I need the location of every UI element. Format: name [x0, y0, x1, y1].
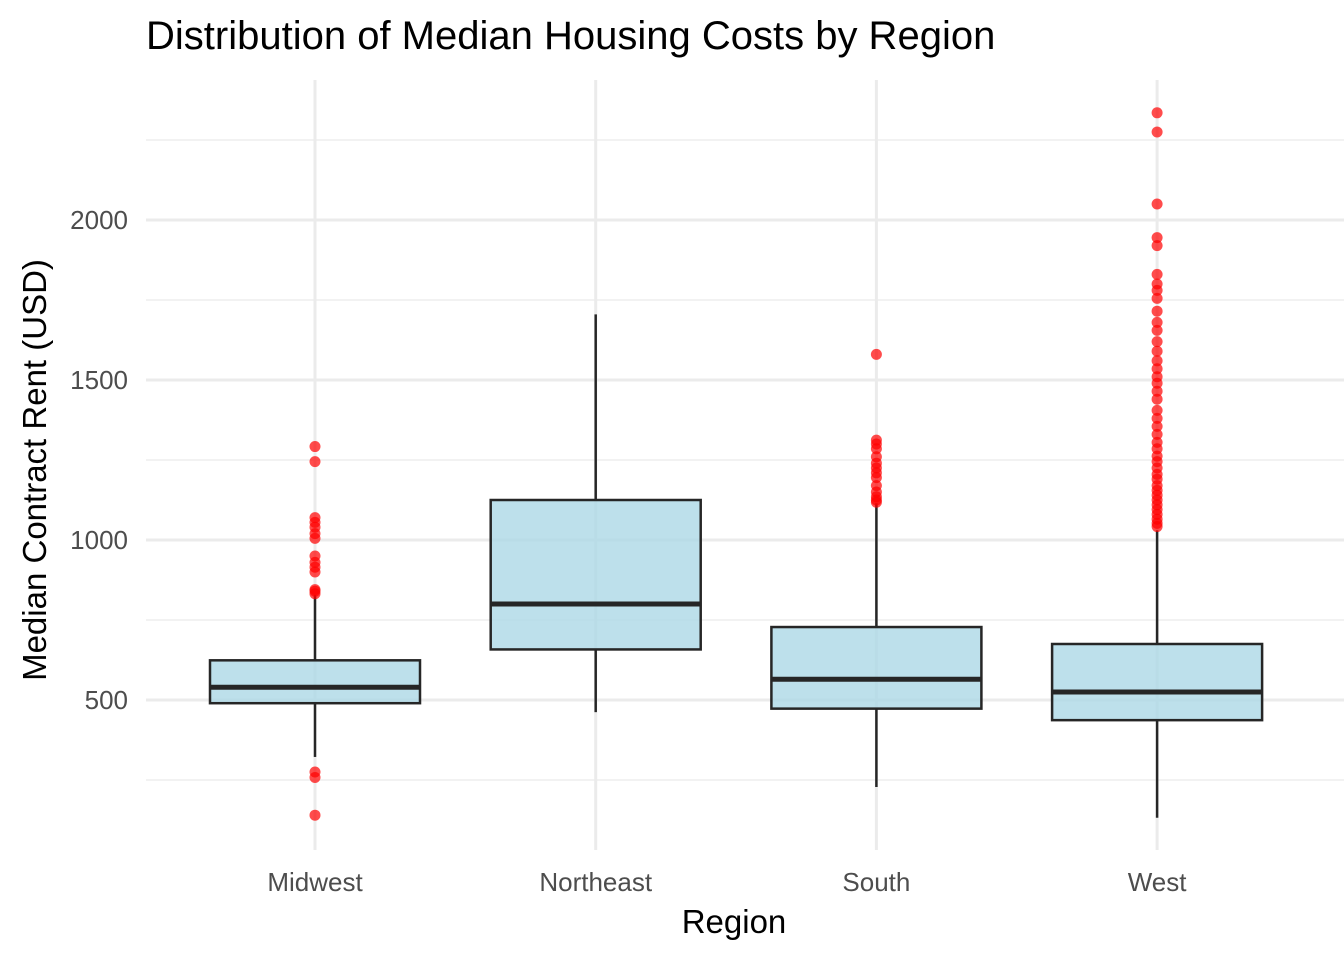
outlier-point [870, 348, 882, 360]
x-tick-label: West [1128, 867, 1188, 897]
x-axis-title: Region [682, 903, 787, 940]
outlier-point [1151, 393, 1163, 405]
outlier-point [1151, 521, 1163, 533]
outlier-point [1151, 377, 1163, 389]
box-iqr [208, 659, 422, 705]
outlier-point [1151, 385, 1163, 397]
chart-title: Distribution of Median Housing Costs by … [146, 14, 996, 58]
outlier-point [1151, 345, 1163, 357]
outlier-point [309, 809, 321, 821]
outlier-point [1151, 324, 1163, 336]
grid-lines [146, 80, 1344, 850]
x-tick-label: Midwest [267, 867, 363, 897]
outlier-point [870, 472, 882, 484]
y-axis-title: Median Contract Rent (USD) [16, 259, 53, 681]
box-northeast [489, 314, 702, 713]
y-tick-label: 500 [85, 685, 128, 715]
outlier-point [1151, 305, 1163, 317]
y-tick-label: 2000 [70, 205, 128, 235]
box-iqr [770, 625, 983, 710]
box-south [770, 503, 983, 788]
box-series [208, 314, 1264, 818]
outlier-point [1151, 355, 1163, 367]
outlier-point [1151, 284, 1163, 296]
outlier-point [1151, 268, 1163, 280]
outlier-point [1151, 292, 1163, 304]
outlier-points [309, 107, 1163, 821]
y-tick-label: 1500 [70, 365, 128, 395]
box-midwest [208, 595, 422, 757]
outlier-point [870, 496, 882, 508]
x-tick-label: South [842, 867, 910, 897]
outlier-point [1151, 240, 1163, 252]
outlier-point [1151, 316, 1163, 328]
outlier-point [309, 456, 321, 468]
box-west [1050, 530, 1264, 818]
outlier-point [1151, 412, 1163, 424]
outlier-point [309, 771, 321, 783]
outlier-point [309, 441, 321, 453]
outlier-point [1151, 126, 1163, 138]
outlier-point [1151, 336, 1163, 348]
outlier-point [1151, 404, 1163, 416]
y-tick-labels: 500 1000 1500 2000 [70, 205, 128, 715]
outlier-point [1151, 107, 1163, 119]
box-iqr [489, 498, 702, 651]
x-tick-label: Northeast [539, 867, 652, 897]
outlier-point [1151, 428, 1163, 440]
outlier-point [309, 532, 321, 544]
outlier-point [309, 566, 321, 578]
outlier-point [1151, 363, 1163, 375]
outlier-point [1151, 420, 1163, 432]
y-tick-label: 1000 [70, 525, 128, 555]
x-tick-labels: Midwest Northeast South West [267, 867, 1187, 897]
outlier-point [1151, 232, 1163, 244]
outlier-point [1151, 198, 1163, 210]
outlier-point [309, 588, 321, 600]
box-iqr [1050, 642, 1264, 722]
outlier-point [870, 443, 882, 455]
